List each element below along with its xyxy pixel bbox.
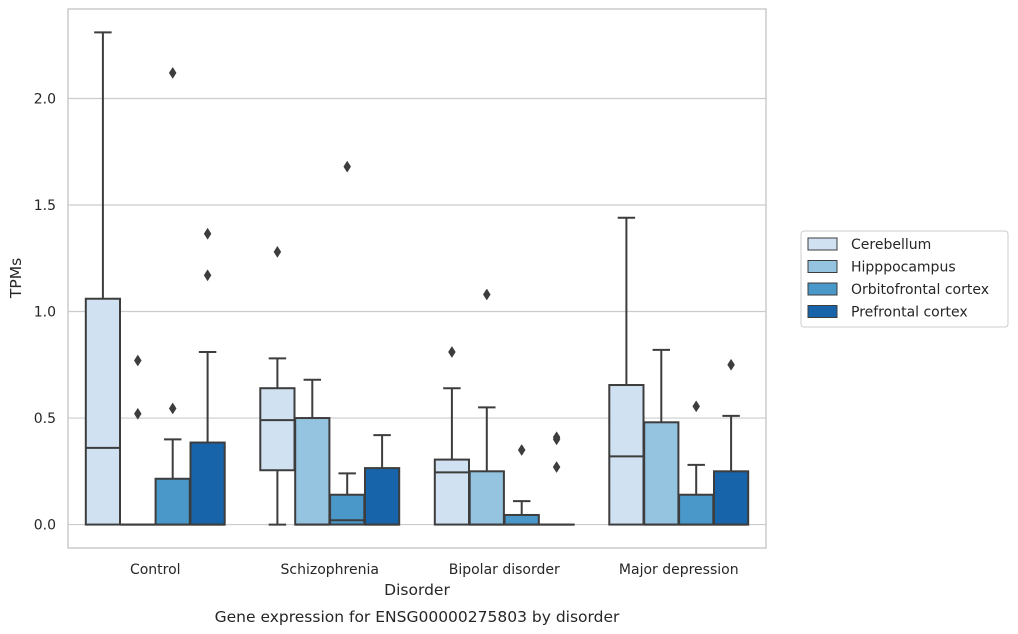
box: [643, 421, 680, 526]
box: [259, 387, 296, 472]
box-group: [329, 160, 366, 526]
outlier-marker: [343, 160, 351, 173]
legend: Cerebellum Hipppocampus Orbitofrontal cort…: [800, 230, 1009, 328]
outlier-marker: [134, 407, 142, 420]
outlier-marker: [168, 66, 177, 79]
outlier-marker: [168, 402, 177, 415]
box-groups: [84, 31, 750, 526]
y-tick-label: 1.5: [34, 198, 56, 214]
x-axis-label: Disorder: [384, 581, 450, 599]
box-group: [433, 346, 471, 526]
box-group: [712, 358, 750, 526]
legend-label: Hipppocampus: [851, 260, 956, 276]
box-group: [643, 348, 680, 526]
box: [503, 513, 540, 526]
box: [154, 477, 191, 526]
box: [433, 458, 471, 526]
outlier-marker: [203, 227, 212, 240]
box: [363, 467, 401, 526]
x-tick-label: Major depression: [619, 562, 739, 578]
outlier-marker: [134, 354, 142, 367]
y-tick-label: 0.5: [34, 411, 56, 427]
figure-caption: Gene expression for ENSG00000275803 by d…: [215, 608, 620, 626]
box-group: [189, 227, 226, 526]
y-tick-label: 0.0: [34, 518, 56, 534]
box: [608, 384, 645, 526]
legend-swatch: [807, 305, 838, 318]
x-tick-label: Schizophrenia: [281, 562, 379, 578]
y-tick-label: 2.0: [34, 91, 56, 107]
box-group: [503, 444, 540, 526]
box: [712, 470, 750, 526]
box-group: [259, 245, 296, 526]
box-group: [154, 66, 191, 526]
box-group: [608, 216, 645, 526]
box-group: [468, 288, 505, 526]
box-group: [678, 400, 715, 526]
legend-label: Orbitofrontal cortex: [851, 282, 989, 298]
y-axis-ticks: 0.0 0.5 1.0 1.5 2.0: [34, 91, 56, 533]
outlier-marker: [727, 358, 735, 371]
outlier-marker: [692, 400, 700, 413]
outlier-marker: [203, 269, 212, 282]
plot-frame: [67, 8, 767, 549]
y-tick-label: 1.0: [34, 305, 56, 321]
legend-swatch: [807, 282, 838, 296]
box: [84, 297, 122, 526]
x-tick-label: Control: [130, 562, 181, 578]
outlier-marker: [273, 245, 282, 258]
box-group: [363, 434, 401, 526]
legend-swatch: [807, 260, 838, 273]
box: [189, 441, 226, 526]
box: [294, 417, 331, 526]
box-group: [119, 354, 156, 526]
legend-frame: [800, 230, 1009, 328]
legend-swatch: [807, 237, 838, 251]
x-tick-label: Bipolar disorder: [449, 562, 560, 578]
outlier-marker: [483, 288, 491, 301]
box: [468, 470, 505, 526]
outlier-marker: [448, 346, 456, 358]
box: [678, 493, 715, 526]
y-axis-label: TPMs: [7, 258, 25, 299]
legend-label: Prefrontal cortex: [851, 305, 968, 321]
outlier-marker: [517, 444, 526, 456]
legend-label: Cerebellum: [851, 237, 931, 253]
box-group: [294, 378, 331, 526]
box-group: [538, 431, 575, 526]
outlier-marker: [552, 461, 561, 474]
x-axis-ticks: Control Schizophrenia Bipolar disorder Majo…: [130, 562, 739, 578]
outlier-marker: [552, 433, 561, 446]
box-group: [84, 31, 122, 526]
